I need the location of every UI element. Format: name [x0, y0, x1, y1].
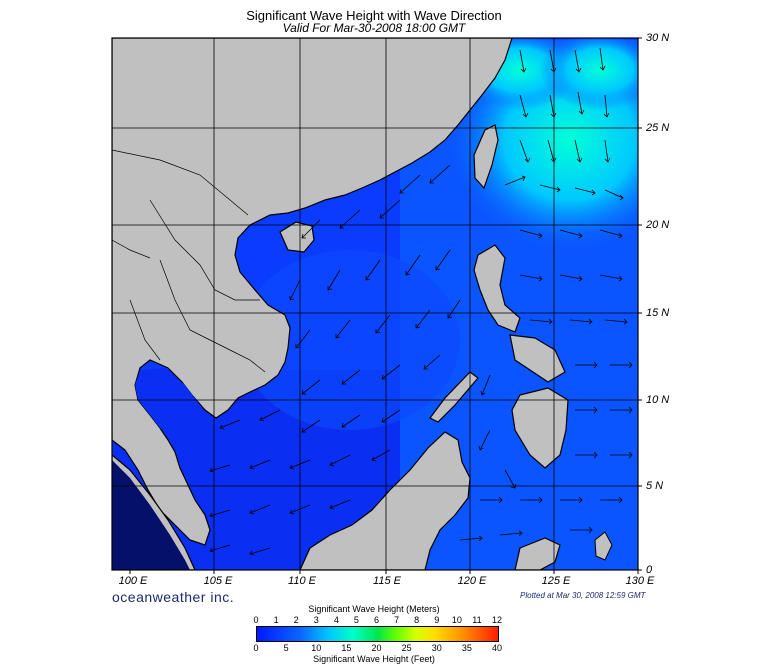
lat-label-10n: 10 N: [646, 394, 670, 406]
lat-label-30n: 30 N: [646, 32, 670, 44]
land-sulawesi: [514, 537, 561, 570]
chart-subtitle: Valid For Mar-30-2008 18:00 GMT: [282, 21, 466, 35]
plotted-timestamp: Plotted at Mar 30, 2008 12:59 GMT: [520, 591, 646, 600]
colorbar-tick-meters: 0: [253, 615, 259, 625]
colorbar-tick-meters: 2: [293, 615, 299, 625]
land-luzon: [473, 244, 521, 333]
land-taiwan: [473, 124, 499, 190]
colorbar-tick-meters: 6: [373, 615, 380, 625]
colorbar-tick-meters: 3: [313, 615, 319, 625]
lon-label-115e: 115 E: [373, 575, 401, 587]
lat-label-25n: 25 N: [646, 122, 670, 134]
colorbar-tick-meters: 7: [394, 615, 400, 625]
colorbar-title-meters: Significant Wave Height (Meters): [308, 604, 440, 614]
lat-label-15n: 15 N: [646, 307, 670, 319]
colorbar-title-feet: Significant Wave Height (Feet): [313, 654, 435, 664]
colorbar-tick-meters: 9: [434, 615, 440, 625]
lon-label-120e: 120 E: [457, 575, 487, 587]
land-borneo: [299, 431, 471, 570]
colorbar-tick-feet: 20: [371, 643, 382, 653]
lon-label-110e: 110 E: [288, 575, 316, 587]
colorbar-tick-feet: 25: [401, 643, 412, 653]
colorbar-tick-feet: 10: [311, 643, 322, 653]
colorbar-tick-feet: 5: [283, 643, 289, 653]
chart-title: Significant Wave Height with Wave Direct…: [246, 8, 502, 23]
lat-label-20n: 20 N: [646, 219, 670, 231]
colorbar-tick-feet: 40: [491, 643, 503, 653]
colorbar: [256, 626, 499, 642]
colorbar-tick-meters: 4: [333, 615, 339, 625]
wave-arrows: [209, 47, 633, 556]
land-asia: [112, 38, 513, 546]
colorbar-tick-meters: 1: [273, 615, 279, 625]
colorbar-tick-meters: 10: [451, 615, 462, 625]
lon-label-100e: 100 E: [118, 575, 148, 587]
colorbar-tick-feet: 0: [253, 643, 259, 653]
brand-logo-text: oceanweather inc.: [112, 589, 235, 605]
lon-label-125e: 125 E: [541, 575, 571, 587]
land-visayas: [509, 334, 566, 383]
colorbar-tick-meters: 11: [472, 615, 482, 625]
colorbar-tick-meters: 12: [491, 615, 503, 625]
land-palawan: [429, 371, 479, 423]
lat-label-5n: 5 N: [646, 480, 664, 492]
land-hainan: [279, 221, 315, 253]
colorbar-tick-feet: 15: [341, 643, 352, 653]
gridlines: [112, 38, 638, 570]
colorbar-tick-feet: 30: [431, 643, 442, 653]
colorbar-tick-feet: 35: [461, 643, 472, 653]
colorbar-tick-meters: 5: [353, 615, 359, 625]
colorbar-tick-meters: 8: [414, 615, 420, 625]
lat-label-0: 0: [646, 564, 653, 576]
lon-label-105e: 105 E: [203, 575, 233, 587]
map-frame: [111, 37, 639, 571]
lon-label-130e: 130 E: [625, 575, 655, 587]
